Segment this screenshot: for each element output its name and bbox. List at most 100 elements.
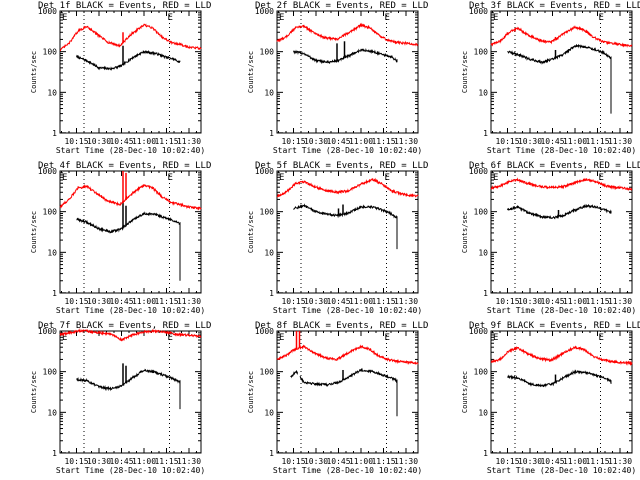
plot-frame bbox=[276, 330, 419, 454]
x-axis-label: Start Time (28-Dec-10 10:02:40) bbox=[487, 466, 636, 475]
x-tick-label: 11:30 bbox=[177, 297, 201, 306]
y-tick-label: 10 bbox=[478, 408, 488, 417]
x-tick-label: 10:45 bbox=[109, 457, 133, 466]
marker-label: E bbox=[493, 173, 498, 183]
y-tick-label: 10 bbox=[478, 88, 488, 97]
x-tick-label: 10:15 bbox=[281, 297, 305, 306]
plot-frame bbox=[490, 330, 633, 454]
x-axis-label: Start Time (28-Dec-10 10:02:40) bbox=[273, 306, 422, 315]
plot-frame bbox=[59, 170, 202, 294]
x-tick-label: 10:15 bbox=[281, 457, 305, 466]
x-tick-label: 10:30 bbox=[304, 297, 328, 306]
panel-6: Det 6f BLACK = Events, RED = LLD 1 10 100 10… bbox=[461, 161, 640, 315]
panel-grid: Det 1f BLACK = Events, RED = LLD 1 10 100 10… bbox=[30, 1, 640, 475]
marker-label: E bbox=[493, 13, 498, 23]
series-lld-line bbox=[59, 23, 202, 52]
marker-label: E bbox=[385, 13, 390, 23]
plot-frame bbox=[59, 330, 202, 454]
x-axis-label: Start Time (28-Dec-10 10:02:40) bbox=[487, 306, 636, 315]
plot-frame bbox=[276, 170, 419, 294]
x-tick-label: 11:30 bbox=[177, 137, 201, 146]
x-tick-label: 10:45 bbox=[540, 457, 564, 466]
x-tick-label: 11:15 bbox=[371, 297, 395, 306]
plot-frame bbox=[490, 170, 633, 294]
panel-title: Det 7f BLACK = Events, RED = LLD bbox=[38, 321, 211, 331]
y-axis-label: Counts/sec bbox=[30, 371, 38, 413]
series-lld-line bbox=[59, 183, 202, 211]
panel-8: Det 8f BLACK = Events, RED = LLD 1 10 100 10… bbox=[247, 321, 428, 475]
y-tick-label: 1000 bbox=[255, 167, 274, 176]
marker-label: E bbox=[279, 173, 284, 183]
x-tick-label: 11:15 bbox=[585, 297, 609, 306]
marker-label: E bbox=[279, 333, 284, 343]
marker-label: E bbox=[599, 13, 604, 23]
y-tick-label: 1000 bbox=[38, 7, 57, 16]
y-tick-label: 100 bbox=[43, 368, 58, 377]
series-lld-line bbox=[59, 328, 202, 342]
y-tick-label: 1000 bbox=[469, 327, 488, 336]
series-lld-line bbox=[490, 177, 633, 191]
y-tick-label: 1000 bbox=[38, 327, 57, 336]
x-tick-label: 10:45 bbox=[109, 137, 133, 146]
y-tick-label: 10 bbox=[264, 88, 274, 97]
x-tick-label: 11:15 bbox=[154, 297, 178, 306]
x-tick-label: 11:00 bbox=[563, 457, 587, 466]
marker-label: E bbox=[62, 333, 67, 343]
x-tick-label: 10:45 bbox=[326, 457, 350, 466]
x-tick-label: 10:15 bbox=[495, 137, 519, 146]
x-tick-label: 10:30 bbox=[518, 457, 542, 466]
x-tick-label: 10:30 bbox=[518, 297, 542, 306]
marker-label: E bbox=[599, 173, 604, 183]
x-axis-label: Start Time (28-Dec-10 10:02:40) bbox=[273, 466, 422, 475]
panel-title: Det 4f BLACK = Events, RED = LLD bbox=[38, 161, 211, 171]
series-lld-line bbox=[490, 345, 633, 367]
x-tick-label: 10:15 bbox=[495, 457, 519, 466]
y-tick-label: 1 bbox=[269, 449, 274, 458]
x-tick-label: 11:15 bbox=[371, 457, 395, 466]
marker-label: E bbox=[385, 173, 390, 183]
plot-frame bbox=[59, 10, 202, 134]
y-tick-label: 1000 bbox=[255, 327, 274, 336]
y-tick-label: 1000 bbox=[38, 167, 57, 176]
marker-label: E bbox=[493, 333, 498, 343]
x-tick-label: 11:15 bbox=[154, 457, 178, 466]
series-events-line bbox=[290, 367, 398, 417]
series-events-line bbox=[507, 369, 612, 388]
y-axis-label: Counts/sec bbox=[247, 51, 255, 93]
y-tick-label: 10 bbox=[47, 88, 57, 97]
panel-title: Det 5f BLACK = Events, RED = LLD bbox=[255, 161, 428, 171]
y-tick-label: 10 bbox=[478, 248, 488, 257]
y-tick-label: 1 bbox=[483, 289, 488, 298]
x-tick-label: 11:30 bbox=[608, 457, 632, 466]
panel-1: Det 1f BLACK = Events, RED = LLD 1 10 100 10… bbox=[30, 1, 211, 155]
x-tick-label: 11:15 bbox=[154, 137, 178, 146]
panel-title: Det 8f BLACK = Events, RED = LLD bbox=[255, 321, 428, 331]
series-events-line bbox=[76, 368, 181, 410]
x-tick-label: 11:00 bbox=[349, 457, 373, 466]
y-tick-label: 10 bbox=[47, 248, 57, 257]
y-tick-label: 100 bbox=[260, 368, 275, 377]
x-tick-label: 11:00 bbox=[349, 137, 373, 146]
marker-label: E bbox=[62, 13, 67, 23]
series-lld-line bbox=[490, 25, 633, 48]
y-tick-label: 1 bbox=[52, 129, 57, 138]
y-tick-label: 1 bbox=[269, 129, 274, 138]
series-events-line bbox=[293, 48, 398, 65]
y-tick-label: 100 bbox=[260, 208, 275, 217]
x-tick-label: 11:30 bbox=[608, 137, 632, 146]
x-axis-label: Start Time (28-Dec-10 10:02:40) bbox=[273, 146, 422, 155]
y-tick-label: 10 bbox=[264, 408, 274, 417]
x-tick-label: 10:45 bbox=[326, 297, 350, 306]
x-tick-label: 10:15 bbox=[64, 137, 88, 146]
panel-title: Det 6f BLACK = Events, RED = LLD bbox=[469, 161, 640, 171]
y-tick-label: 10 bbox=[264, 248, 274, 257]
y-tick-label: 100 bbox=[474, 368, 489, 377]
y-tick-label: 100 bbox=[43, 48, 58, 57]
x-tick-label: 11:00 bbox=[132, 297, 156, 306]
panel-title: Det 9f BLACK = Events, RED = LLD bbox=[469, 321, 640, 331]
marker-label: E bbox=[385, 333, 390, 343]
x-axis-label: Start Time (28-Dec-10 10:02:40) bbox=[56, 306, 205, 315]
y-axis-label: Counts/sec bbox=[247, 211, 255, 253]
